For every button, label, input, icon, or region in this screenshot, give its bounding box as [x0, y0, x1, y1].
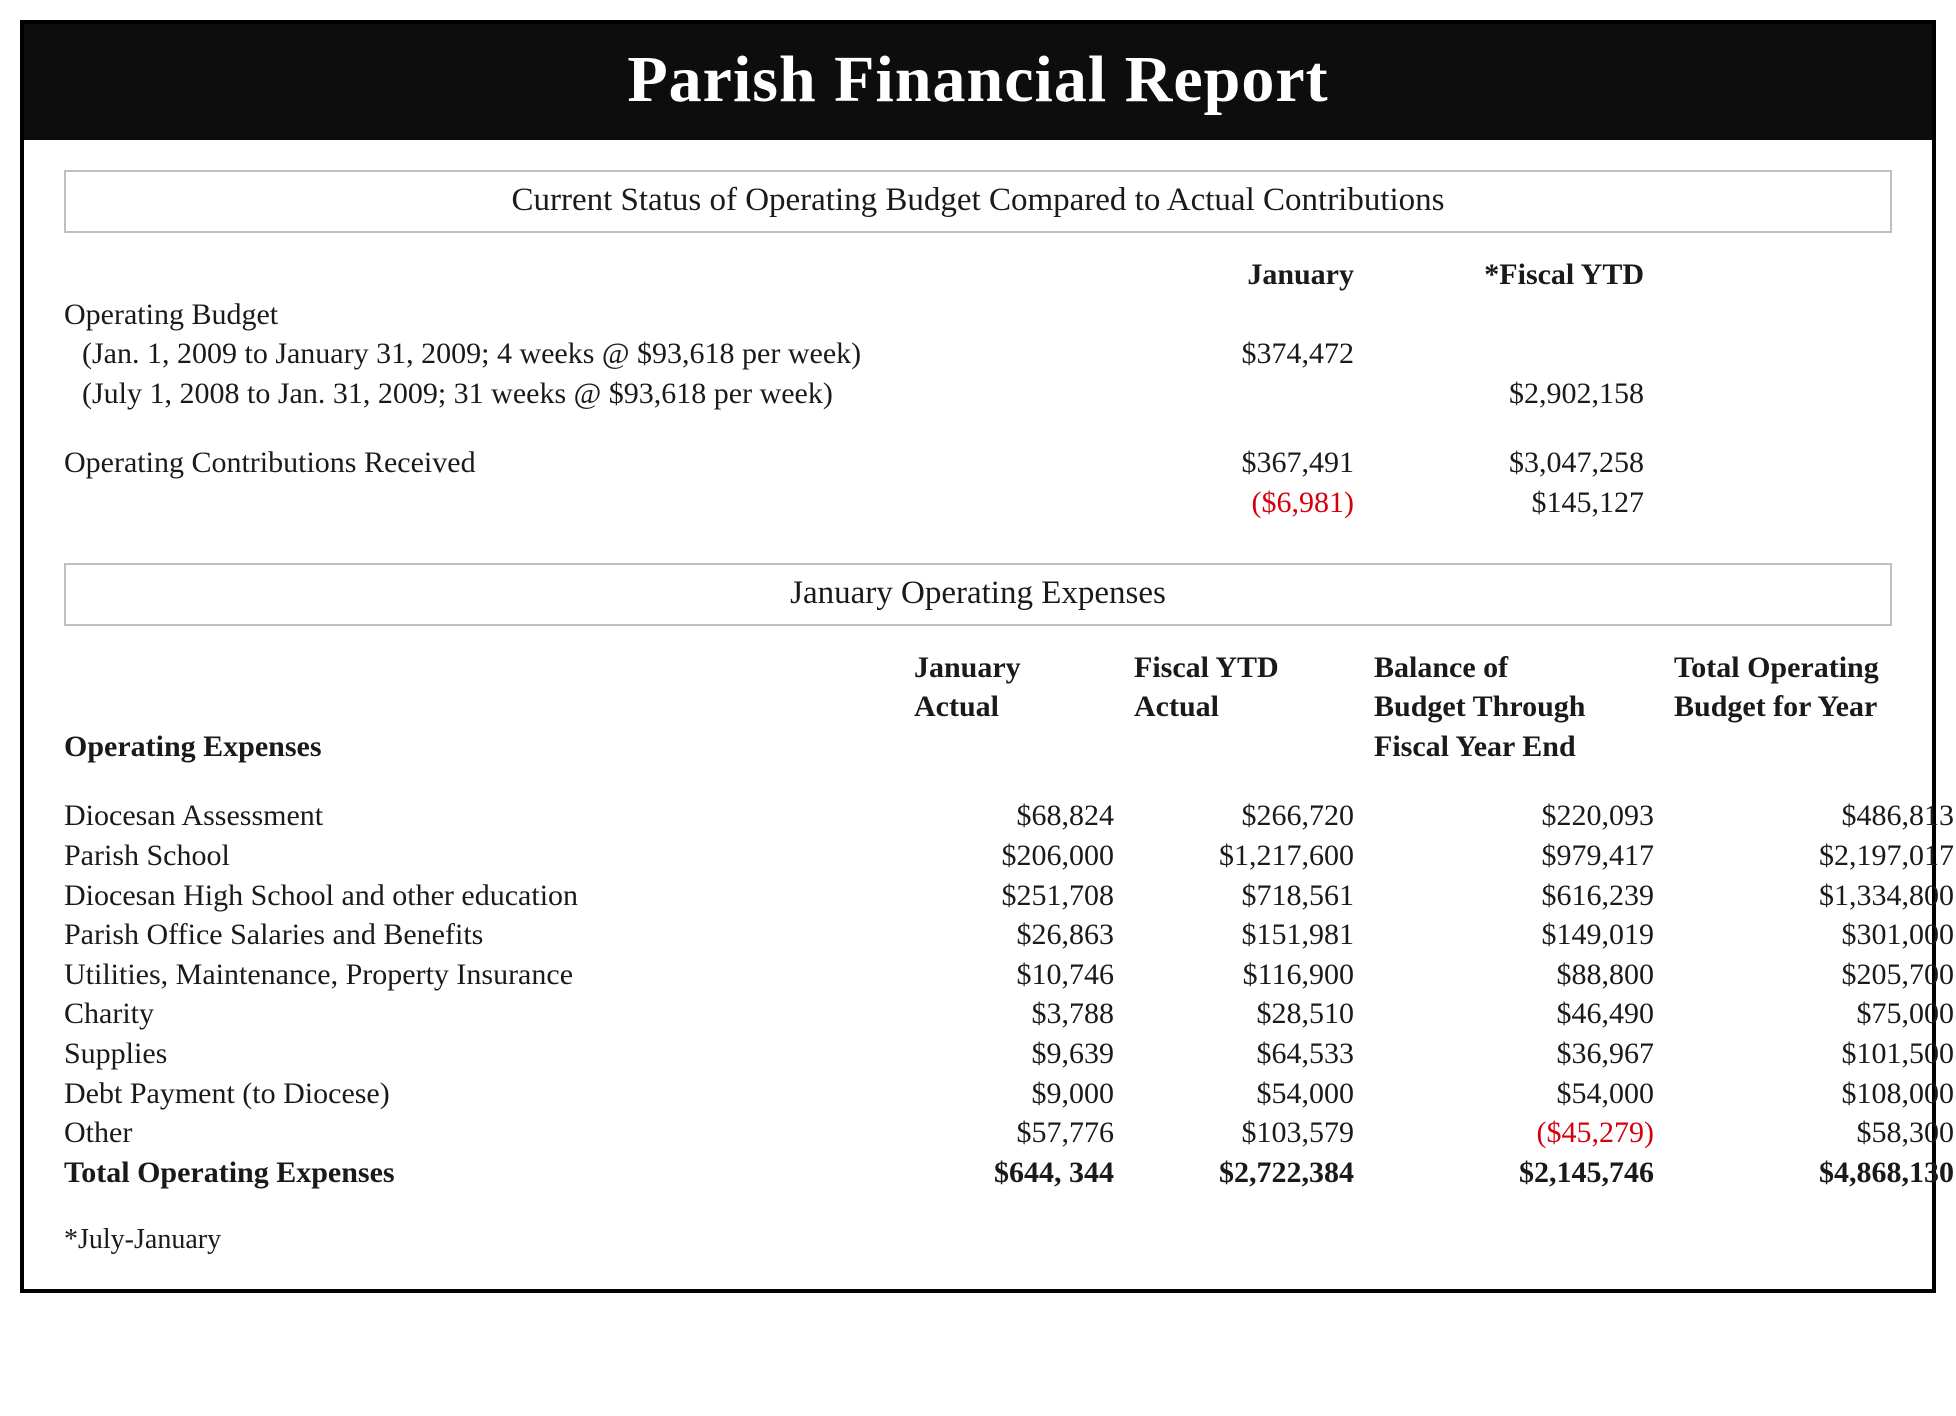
expense-row-label: Charity [64, 994, 894, 1034]
expense-row-balance: $616,239 [1374, 876, 1654, 916]
expense-row-january-actual: $26,863 [914, 915, 1114, 955]
expense-row-balance: $220,093 [1374, 796, 1654, 836]
expense-row-balance: $46,490 [1374, 994, 1654, 1034]
expense-row-label: Utilities, Maintenance, Property Insuran… [64, 955, 894, 995]
expense-row-fytd-actual: $103,579 [1134, 1113, 1354, 1153]
footnote: *July-January [64, 1222, 1892, 1259]
expense-total-budget: $4,868,130 [1674, 1153, 1954, 1193]
expense-row-total-budget: $58,300 [1674, 1113, 1954, 1153]
expense-row-january-actual: $9,000 [914, 1074, 1114, 1114]
expenses-col3-header: Balance of Budget Through Fiscal Year En… [1374, 648, 1654, 767]
expense-row-balance: $54,000 [1374, 1074, 1654, 1114]
col-header-fiscal-ytd: *Fiscal YTD [1384, 255, 1644, 295]
expenses-col2-header: Fiscal YTD Actual [1134, 648, 1354, 767]
budget-line1-january: $374,472 [1094, 334, 1354, 374]
expense-row-total-budget: $2,197,017 [1674, 836, 1954, 876]
budget-table: January *Fiscal YTD Operating Budget (Ja… [64, 255, 1892, 523]
expense-row-january-actual: $57,776 [914, 1113, 1114, 1153]
expense-row-fytd-actual: $28,510 [1134, 994, 1354, 1034]
expense-row-fytd-actual: $1,217,600 [1134, 836, 1354, 876]
expense-row-total-budget: $1,334,800 [1674, 876, 1954, 916]
expense-row-january-actual: $251,708 [914, 876, 1114, 916]
expense-row-balance: ($45,279) [1374, 1113, 1654, 1153]
expense-row-january-actual: $206,000 [914, 836, 1114, 876]
budget-line1-label: (Jan. 1, 2009 to January 31, 2009; 4 wee… [64, 334, 1064, 374]
operating-budget-label: Operating Budget [64, 295, 1064, 335]
expense-row-label: Parish Office Salaries and Benefits [64, 915, 894, 955]
contributions-january: $367,491 [1094, 443, 1354, 483]
expense-row-label: Debt Payment (to Diocese) [64, 1074, 894, 1114]
expense-row-total-budget: $108,000 [1674, 1074, 1954, 1114]
expense-row-label: Other [64, 1113, 894, 1153]
expense-row-total-budget: $301,000 [1674, 915, 1954, 955]
contributions-fytd: $3,047,258 [1384, 443, 1644, 483]
expense-total-balance: $2,145,746 [1374, 1153, 1654, 1193]
budget-line2-fytd: $2,902,158 [1384, 374, 1644, 414]
report-title: Parish Financial Report [24, 42, 1932, 118]
expense-row-january-actual: $68,824 [914, 796, 1114, 836]
expense-row-total-budget: $75,000 [1674, 994, 1954, 1034]
title-bar: Parish Financial Report [24, 24, 1932, 140]
expense-row-fytd-actual: $266,720 [1134, 796, 1354, 836]
expense-row-label: Parish School [64, 836, 894, 876]
contributions-label: Operating Contributions Received [64, 443, 1064, 483]
expense-row-balance: $149,019 [1374, 915, 1654, 955]
expenses-section-heading: January Operating Expenses [64, 563, 1892, 626]
difference-january: ($6,981) [1094, 483, 1354, 523]
report-frame: Parish Financial Report Current Status o… [20, 20, 1936, 1293]
expense-row-balance: $36,967 [1374, 1034, 1654, 1074]
expenses-col4-header: Total Operating Budget for Year [1674, 648, 1954, 767]
expense-total-january-actual: $644, 344 [914, 1153, 1114, 1193]
expense-row-label: Diocesan High School and other education [64, 876, 894, 916]
expense-total-fytd-actual: $2,722,384 [1134, 1153, 1354, 1193]
expense-row-january-actual: $9,639 [914, 1034, 1114, 1074]
expense-row-balance: $88,800 [1374, 955, 1654, 995]
difference-fytd: $145,127 [1384, 483, 1644, 523]
budget-line2-label: (July 1, 2008 to Jan. 31, 2009; 31 weeks… [64, 374, 1064, 414]
budget-section-heading: Current Status of Operating Budget Compa… [64, 170, 1892, 233]
expense-row-total-budget: $101,500 [1674, 1034, 1954, 1074]
expense-row-fytd-actual: $718,561 [1134, 876, 1354, 916]
expense-row-january-actual: $10,746 [914, 955, 1114, 995]
expense-row-balance: $979,417 [1374, 836, 1654, 876]
expenses-table: Operating Expenses January Actual Fiscal… [64, 648, 1892, 1260]
expense-row-label: Diocesan Assessment [64, 796, 894, 836]
expense-total-label: Total Operating Expenses [64, 1153, 894, 1193]
expense-row-label: Supplies [64, 1034, 894, 1074]
report-body: Current Status of Operating Budget Compa… [24, 140, 1932, 1289]
expense-row-total-budget: $205,700 [1674, 955, 1954, 995]
expense-row-fytd-actual: $151,981 [1134, 915, 1354, 955]
expense-row-fytd-actual: $64,533 [1134, 1034, 1354, 1074]
col-header-january: January [1094, 255, 1354, 295]
expense-row-fytd-actual: $54,000 [1134, 1074, 1354, 1114]
expense-row-january-actual: $3,788 [914, 994, 1114, 1034]
expense-row-fytd-actual: $116,900 [1134, 955, 1354, 995]
expenses-row-header: Operating Expenses [64, 727, 894, 767]
expenses-col1-header: January Actual [914, 648, 1114, 767]
expense-row-total-budget: $486,813 [1674, 796, 1954, 836]
